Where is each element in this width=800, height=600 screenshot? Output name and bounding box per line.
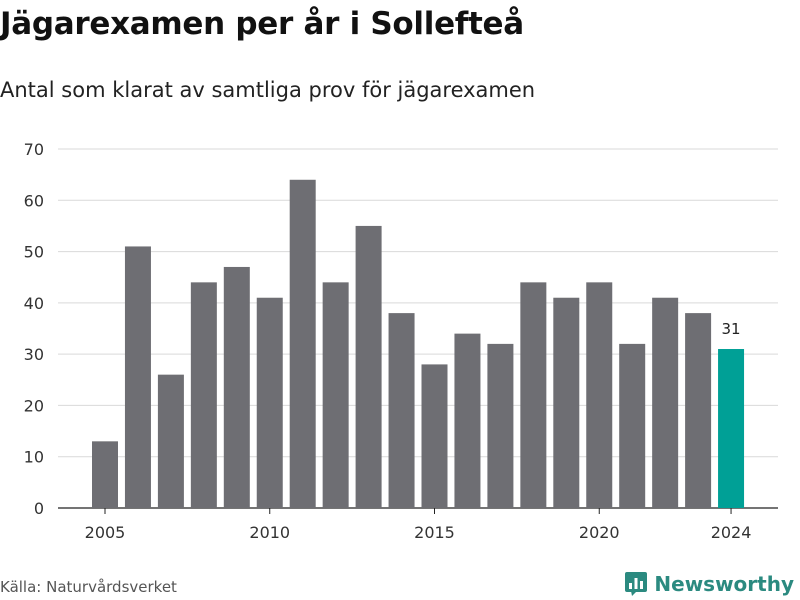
- x-tick-label: 2015: [414, 523, 455, 542]
- y-tick-label: 20: [24, 396, 44, 415]
- bar-2011: [289, 179, 316, 508]
- bar-2022: [652, 297, 679, 508]
- bar-2023: [685, 313, 712, 508]
- data-labels: 31: [722, 320, 741, 338]
- x-axis-ticks: 2005 2010 2015 2020 2024: [85, 508, 752, 542]
- x-tick-label: 2005: [85, 523, 126, 542]
- bar-2009: [223, 266, 250, 508]
- bar-2005: [92, 441, 118, 508]
- x-tick-label: 2024: [711, 523, 752, 542]
- bar-2015: [421, 364, 448, 508]
- data-label-highlight: 31: [722, 320, 741, 338]
- bar-2012: [322, 282, 349, 508]
- bar-2024: [718, 349, 745, 508]
- bars: [92, 179, 745, 508]
- y-tick-label: 0: [34, 499, 44, 518]
- bar-chart: 0 10 20 30 40 50 60 70 2005 2010 2015 2020 2024 31: [24, 140, 778, 542]
- bar-2018: [520, 282, 547, 508]
- chart-title: Jägarexamen per år i Sollefteå: [0, 6, 524, 42]
- bar-2016: [454, 333, 481, 508]
- bar-2019: [553, 297, 580, 508]
- brand-logo: Newsworthy: [625, 568, 794, 600]
- y-tick-label: 10: [24, 448, 44, 467]
- newsworthy-logo-icon: [625, 572, 648, 596]
- bar-2017: [487, 343, 514, 508]
- y-tick-label: 50: [24, 243, 44, 262]
- bar-2008: [190, 282, 217, 508]
- x-tick-label: 2020: [579, 523, 620, 542]
- bar-2007: [157, 374, 184, 508]
- bar-2020: [586, 282, 613, 508]
- source-note: Källa: Naturvårdsverket: [0, 578, 177, 596]
- bar-2021: [619, 343, 646, 508]
- y-axis-ticks: 0 10 20 30 40 50 60 70: [24, 140, 44, 518]
- y-tick-label: 60: [24, 191, 44, 210]
- bar-2010: [256, 297, 283, 508]
- brand-name: Newsworthy: [654, 572, 794, 596]
- bar-2014: [388, 313, 415, 508]
- y-tick-label: 40: [24, 294, 44, 313]
- y-tick-label: 70: [24, 140, 44, 159]
- chart-subtitle: Antal som klarat av samtliga prov för jä…: [0, 78, 536, 102]
- x-tick-label: 2010: [249, 523, 290, 542]
- y-tick-label: 30: [24, 345, 44, 364]
- bar-2013: [355, 225, 382, 508]
- bar-2006: [124, 246, 151, 508]
